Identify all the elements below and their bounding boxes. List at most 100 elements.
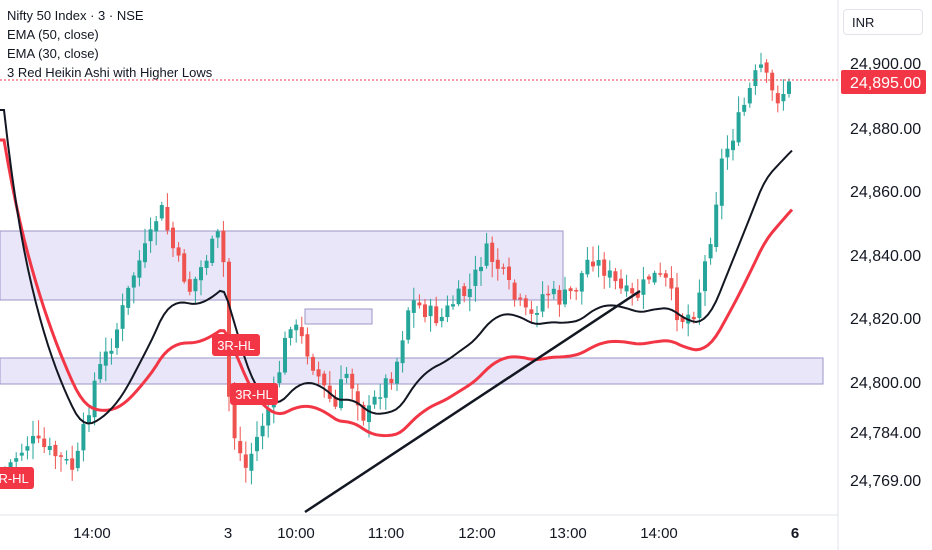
candle-body [467, 288, 472, 298]
time-tick: 14:00 [73, 525, 111, 542]
candle-body [445, 305, 450, 318]
candle-body [64, 458, 69, 461]
candle-body [652, 272, 657, 283]
candle-body [714, 204, 719, 248]
candle-body [238, 441, 243, 454]
candle-body [395, 361, 399, 384]
candle-body [42, 438, 47, 448]
candle-body [708, 244, 713, 259]
candle-body [512, 282, 517, 300]
time-tick: 6 [791, 525, 799, 542]
candle-body [479, 266, 483, 272]
candle-body [439, 316, 444, 322]
candle-body [311, 356, 315, 371]
time-axis[interactable]: 14:00 3 10:00 11:00 12:00 13:00 14:00 6 [73, 525, 799, 542]
candle-body [602, 259, 607, 276]
currency-selector[interactable]: INR [843, 9, 923, 35]
candle-body [787, 81, 791, 94]
candle-body [383, 378, 388, 398]
candle-body [669, 278, 674, 289]
symbol-title[interactable]: Nifty 50 Index · 3 · NSE [7, 8, 144, 23]
price-tick: 24,880.00 [850, 121, 921, 138]
candle-body [59, 455, 63, 457]
candle-body [339, 379, 343, 409]
signal-label-text: 3R-HL [235, 387, 273, 402]
candle-body [389, 378, 394, 384]
candle-body [98, 364, 103, 380]
time-tick: 11:00 [368, 525, 404, 542]
candle-body [277, 372, 282, 384]
ema-30-legend[interactable]: EMA (30, close) [7, 46, 99, 61]
candle-body [731, 140, 735, 151]
candle-body [624, 285, 629, 292]
candle-body [120, 305, 125, 329]
candle-body [484, 243, 489, 266]
candle-body [742, 104, 747, 112]
candle-body [36, 435, 41, 439]
candle-body [753, 70, 758, 87]
price-axis[interactable]: 24,900.00 24,880.00 24,860.00 24,840.00 … [841, 56, 926, 490]
candle-body [423, 304, 427, 317]
candle-body [260, 425, 265, 437]
candle-body [232, 396, 237, 439]
candle-body [372, 396, 377, 405]
candle-body [176, 247, 181, 256]
candle-body [551, 288, 556, 295]
candle-body [115, 329, 119, 348]
candle-body [316, 369, 321, 377]
time-tick: 13:00 [549, 525, 587, 542]
candle-body [70, 458, 75, 470]
candle-body [53, 444, 58, 457]
candle-body [641, 279, 646, 295]
candle-body [563, 289, 567, 305]
signal-label-text: 3R-HL [217, 338, 255, 353]
supply-zone-upper [0, 230, 564, 301]
candle-body [428, 305, 433, 317]
candle-body [92, 380, 97, 418]
candle-body [31, 435, 35, 444]
candle-body [523, 298, 528, 308]
candle-body [255, 436, 259, 452]
candle-body [243, 454, 248, 468]
candle-body [697, 292, 702, 319]
candle-body [333, 397, 338, 407]
candle-body [540, 294, 545, 312]
candle-body [109, 350, 114, 354]
candle-body [680, 317, 685, 322]
candle-body [322, 373, 327, 386]
candle-body [187, 279, 192, 292]
candle-body [283, 337, 287, 373]
candle-body [591, 261, 595, 267]
ema-50-legend[interactable]: EMA (50, close) [7, 27, 99, 42]
candle-body [568, 288, 573, 292]
candle-body [193, 278, 198, 292]
candle-body [490, 242, 495, 262]
indicator-legend[interactable]: 3 Red Heikin Ashi with Higher Lows [7, 65, 213, 80]
candle-body [518, 297, 523, 300]
signal-label-1: 3R-HL [212, 334, 260, 356]
candle-body [775, 93, 780, 104]
candle-body [8, 462, 13, 470]
candle-body [367, 405, 371, 422]
candle-body [131, 275, 136, 288]
signal-label-3: 3R-HL [0, 467, 34, 489]
candle-body [165, 207, 170, 231]
price-tick: 24,840.00 [850, 248, 921, 265]
candle-body [613, 271, 618, 282]
candle-body [781, 93, 786, 102]
candle-body [305, 334, 310, 357]
candle-body [210, 238, 215, 263]
time-tick: 3 [224, 525, 232, 542]
candle-body [630, 288, 635, 294]
price-tick: 24,769.00 [850, 473, 921, 490]
candle-body [81, 424, 86, 451]
current-price-badge [841, 70, 926, 94]
candle-body [764, 62, 769, 73]
candle-body [361, 404, 366, 421]
candle-body [221, 230, 226, 263]
candle-body [143, 243, 147, 263]
supply-zone-small [304, 308, 373, 325]
price-tick: 24,784.00 [850, 425, 921, 442]
